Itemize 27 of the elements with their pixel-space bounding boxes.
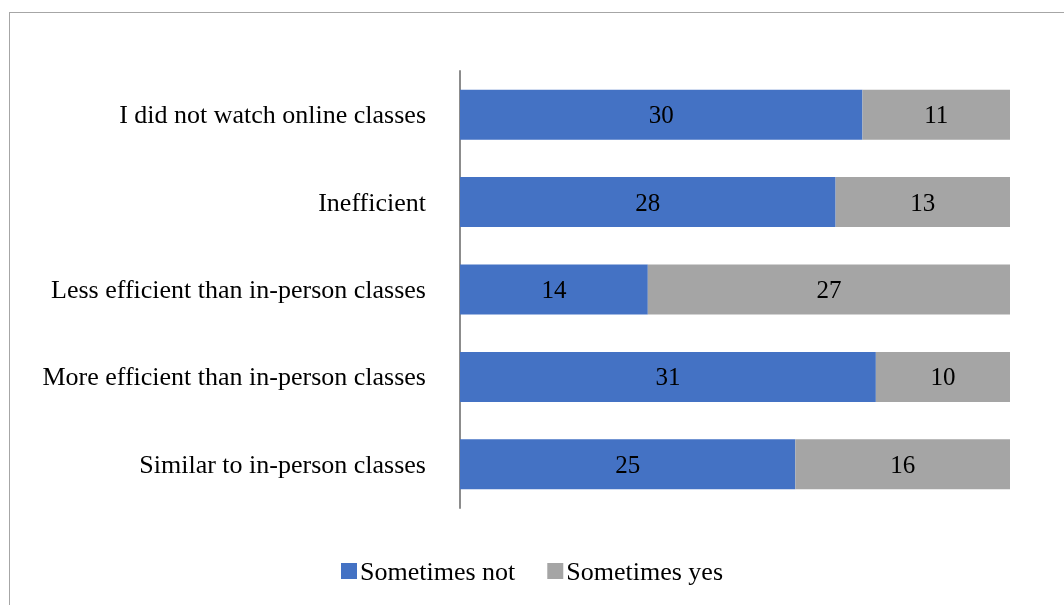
legend-label: Sometimes not xyxy=(360,556,517,586)
data-label: 27 xyxy=(816,276,842,303)
data-label: 11 xyxy=(924,101,949,129)
bar xyxy=(460,439,796,490)
data-label: 14 xyxy=(541,276,567,303)
data-label: 13 xyxy=(910,188,936,216)
legend-label: Sometimes yes xyxy=(566,556,723,586)
data-label: 25 xyxy=(615,450,641,478)
y-tick-label: More efficient than in-person classes xyxy=(42,362,426,392)
bar xyxy=(647,264,1010,315)
bar xyxy=(460,264,648,315)
y-tick-label: Less efficient than in-person classes xyxy=(51,275,426,304)
y-tick-label: Similar to in-person classes xyxy=(139,449,426,479)
data-label: 28 xyxy=(635,188,661,216)
bar xyxy=(795,439,1010,490)
bar xyxy=(835,177,1010,228)
data-label: 30 xyxy=(648,101,674,129)
bar xyxy=(460,177,836,228)
data-label: 10 xyxy=(930,363,956,391)
data-label: 31 xyxy=(655,363,681,391)
y-tick-label: Inefficient xyxy=(318,187,427,217)
bar xyxy=(460,89,863,140)
y-tick-label: I did not watch online classes xyxy=(119,100,426,130)
data-label: 16 xyxy=(890,450,916,478)
bar xyxy=(460,351,876,402)
bar xyxy=(875,351,1010,402)
bar xyxy=(862,89,1010,140)
